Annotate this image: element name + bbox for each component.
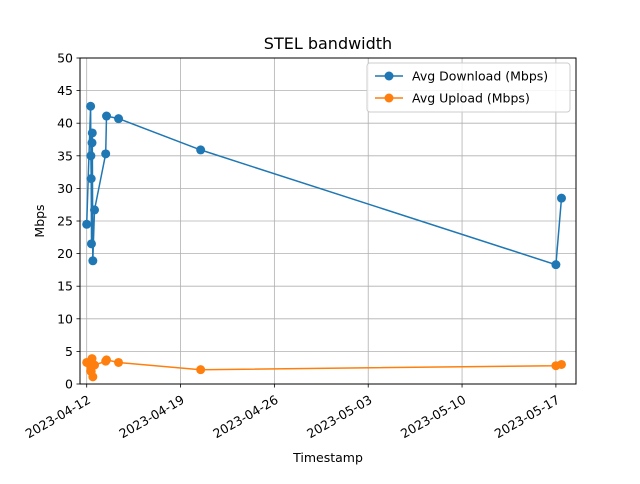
y-tick-label: 5 — [65, 344, 73, 359]
y-tick-label: 50 — [57, 51, 73, 66]
data-point-series-1 — [551, 260, 561, 270]
data-point-series-1 — [86, 174, 96, 184]
data-point-series-2 — [114, 357, 124, 367]
legend-swatch-marker — [384, 71, 394, 81]
data-point-series-1 — [90, 205, 100, 215]
y-tick-label: 25 — [57, 214, 73, 229]
legend-label: Avg Download (Mbps) — [412, 69, 548, 84]
data-point-series-1 — [101, 149, 111, 159]
data-point-series-2 — [88, 372, 98, 382]
legend-box — [366, 62, 571, 113]
y-tick-label: 40 — [57, 116, 73, 131]
y-tick-label: 30 — [57, 181, 73, 196]
data-point-series-1 — [87, 138, 97, 148]
series-lines — [82, 101, 566, 382]
y-tick-label: 10 — [57, 311, 73, 326]
data-point-series-2 — [90, 360, 100, 370]
y-tick-label: 0 — [65, 377, 73, 392]
data-point-series-2 — [196, 365, 206, 375]
data-point-series-1 — [88, 256, 98, 266]
data-point-series-1 — [86, 151, 96, 161]
data-point-series-1 — [556, 193, 566, 203]
data-point-series-2 — [102, 355, 112, 365]
data-point-series-1 — [86, 101, 96, 111]
y-tick-label: 45 — [57, 83, 73, 98]
data-point-series-1 — [87, 128, 97, 138]
data-point-series-1 — [114, 114, 124, 124]
data-point-series-1 — [102, 111, 112, 121]
data-point-series-1 — [196, 145, 206, 155]
legend: Avg Download (Mbps) Avg Upload (Mbps) — [366, 62, 571, 113]
y-tick-label: 35 — [57, 148, 73, 163]
data-point-series-2 — [556, 359, 566, 369]
y-tick-label: 20 — [57, 246, 73, 261]
x-axis-label: Timestamp — [292, 450, 363, 465]
y-tick-label: 15 — [57, 279, 73, 294]
y-axis-label: Mbps — [32, 204, 47, 237]
chart-title: STEL bandwidth — [264, 34, 392, 53]
data-point-series-1 — [82, 219, 92, 229]
legend-swatch-marker — [384, 93, 394, 103]
data-point-series-1 — [86, 239, 96, 249]
legend-label: Avg Upload (Mbps) — [412, 91, 530, 106]
